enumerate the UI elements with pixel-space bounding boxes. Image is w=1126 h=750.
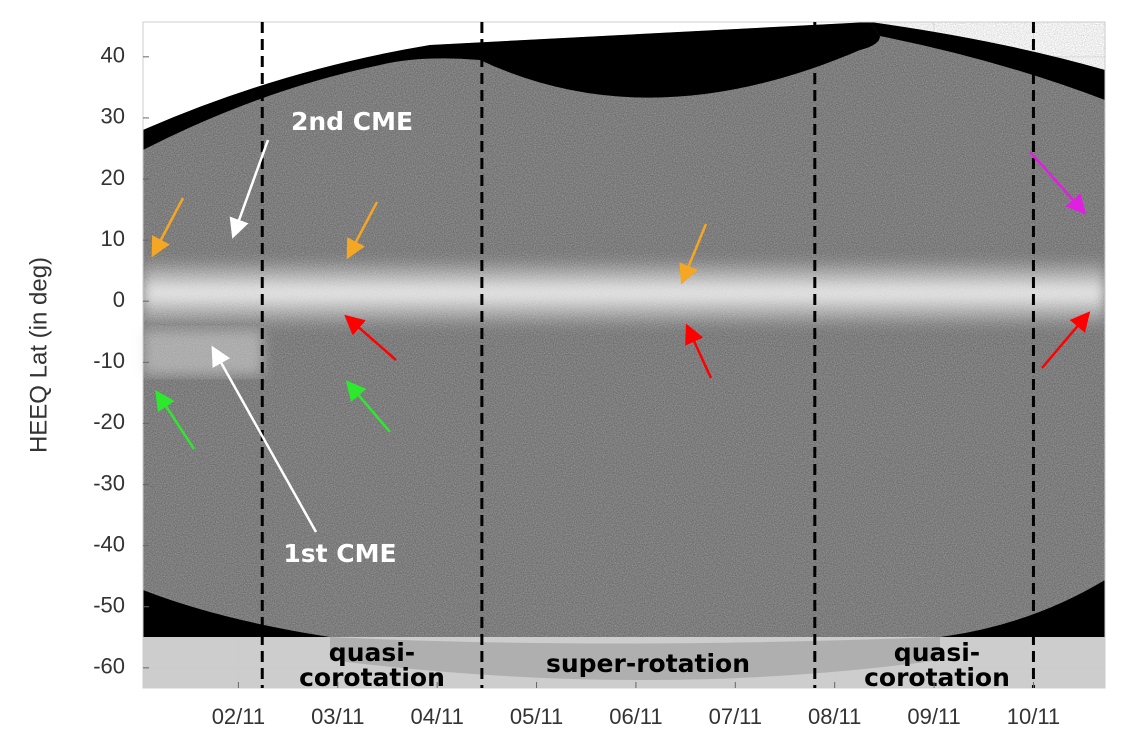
annotation: 1st CME [283,539,396,568]
y-tick-label: 10 [101,226,125,251]
x-tick-label: 07/11 [709,704,762,729]
y-tick-label: 30 [101,104,125,129]
plot-frame [142,21,1106,689]
y-tick-label: -30 [93,470,125,495]
arrow [345,380,391,433]
arrow [679,223,708,285]
arrow [151,197,185,258]
x-tick-label: 03/11 [311,704,364,729]
x-tick-label: 10/11 [1007,704,1060,729]
region-label: quasi- [329,638,415,667]
y-tick-label: -60 [93,654,125,679]
x-tick-label: 02/11 [212,704,265,729]
arrow [1029,151,1087,215]
arrow [344,314,397,361]
arrows [151,139,1091,533]
region-label: corotation [864,663,1010,692]
y-tick-label: 20 [101,165,125,190]
arrow [229,139,270,239]
region-label: corotation [299,663,445,692]
x-tick-label: 08/11 [808,704,861,729]
y-tick-label: 0 [113,287,125,312]
region-label: quasi- [894,638,980,667]
y-tick-label: -50 [93,593,125,618]
arrow [346,201,379,260]
y-tick-label: 40 [101,43,125,68]
y-tick-label: -40 [93,531,125,556]
x-tick-label: 06/11 [609,704,662,729]
arrow [1041,311,1091,369]
x-tick-label: 04/11 [410,704,463,729]
region-label: super-rotation [546,649,750,678]
y-tick-label: -10 [93,348,125,373]
x-tick-label: 09/11 [907,704,960,729]
arrow [211,345,318,533]
arrow [685,323,713,379]
map-image [143,22,1105,688]
y-tick-label: -20 [93,409,125,434]
arrow [155,389,196,450]
dashed-lines [260,22,1035,688]
x-tick-label: 05/11 [510,704,563,729]
annotation: 2nd CME [291,107,413,136]
y-axis-label: HEEQ Lat (in deg) [25,257,52,453]
